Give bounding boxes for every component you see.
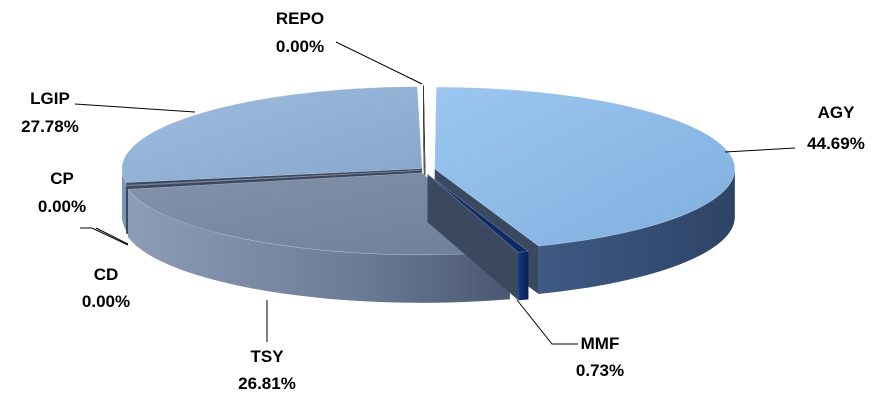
pie-slice-mmf-top (427, 173, 530, 253)
data-label-agy-name: AGY (818, 103, 856, 122)
pie-slice-cp-top (125, 170, 422, 186)
data-label-lgip-name: LGIP (30, 89, 70, 108)
pie-slice-lgip-top (121, 86, 423, 183)
pie-slice-lgip-side (121, 168, 127, 231)
data-label-cp-name: CP (50, 169, 74, 188)
pie-slice-repo-top (423, 85, 426, 168)
leader-line-agy (724, 147, 796, 153)
pie-slice-cd-top (126, 170, 422, 187)
pie-slices (121, 85, 736, 303)
leader-line-mmf (516, 299, 578, 345)
data-label-agy-value: 44.69% (807, 134, 865, 153)
data-label-tsy-value: 26.81% (238, 374, 296, 393)
data-label-lgip-value: 27.78% (21, 117, 79, 136)
data-label-repo-value: 0.00% (276, 37, 324, 56)
data-label-mmf-name: MMF (581, 334, 620, 353)
pie-slice-mmf (427, 173, 530, 301)
pie-slice-tsy-top (127, 172, 511, 256)
leader-line-cp (95, 227, 129, 245)
data-label-cp-value: 0.00% (38, 197, 86, 216)
pie-labels: AGY 44.69% MMF 0.73% TSY 26.81% CD 0.00% CP 0.00%… (21, 9, 865, 393)
data-label-cd-value: 0.00% (82, 292, 130, 311)
data-label-mmf-value: 0.73% (576, 361, 624, 380)
data-label-tsy-name: TSY (250, 347, 284, 366)
pie-slice-mmf-wall-1 (427, 174, 519, 301)
data-label-cd-name: CD (94, 265, 119, 284)
data-label-repo-name: REPO (276, 9, 324, 28)
pie-leader-lines (74, 41, 796, 345)
pie-slice-agy-side (538, 169, 735, 294)
leader-line-repo (335, 41, 423, 85)
pie-slice-mmf-side (518, 251, 529, 301)
leader-line-lgip (74, 103, 196, 113)
leader-line-cd (80, 227, 129, 246)
pie-slice-tsy-side (128, 189, 510, 303)
pie-slice-agy-top (434, 86, 736, 247)
